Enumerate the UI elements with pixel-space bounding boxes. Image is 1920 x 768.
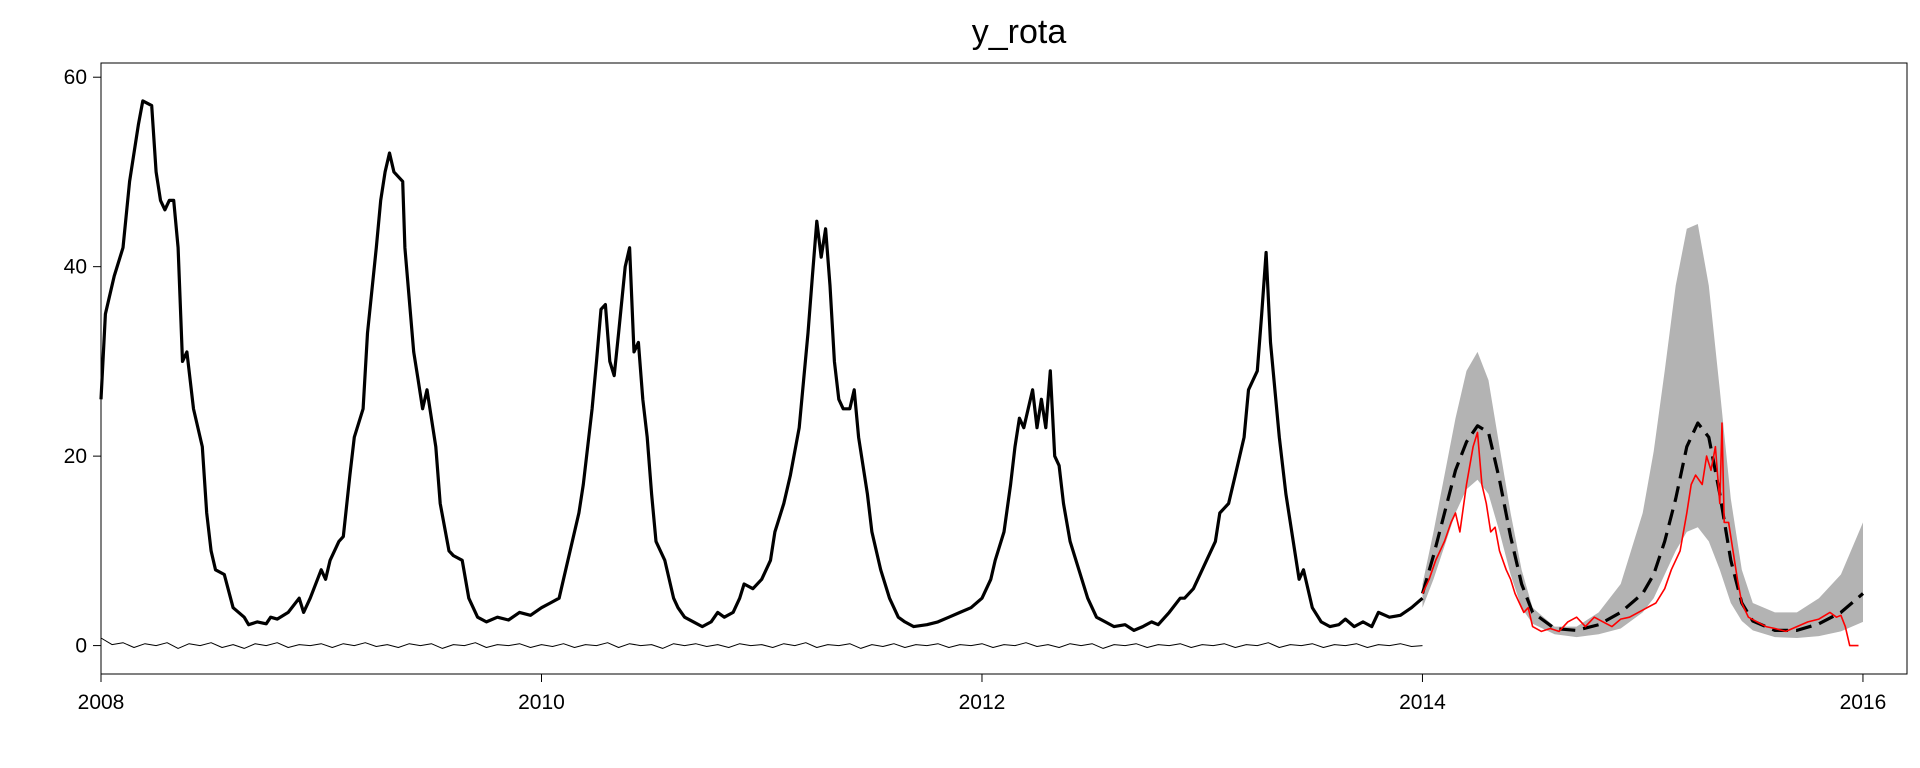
forecast-interval-band [1422,224,1863,638]
observed-series-line [99,99,1424,632]
series-layer [99,99,1865,649]
x-tick-label: 2014 [1399,691,1446,714]
x-tick-label: 2008 [78,691,125,714]
axis-layer: 2008 2010 2012 2014 2016 0 20 40 60 [64,66,1887,714]
y-tick-label: 40 [64,256,87,279]
x-tick-label: 2012 [959,691,1006,714]
forecast-mean-line [1420,421,1865,632]
actual-series-line [1421,422,1859,647]
residual-series-line [100,637,1423,649]
y-tick-label: 20 [64,445,87,468]
x-tick-label: 2010 [518,691,565,714]
chart-title: y_rota [972,13,1067,51]
y-tick-label: 60 [64,66,87,89]
y-tick-label: 0 [75,635,87,658]
x-tick-label: 2016 [1840,691,1887,714]
